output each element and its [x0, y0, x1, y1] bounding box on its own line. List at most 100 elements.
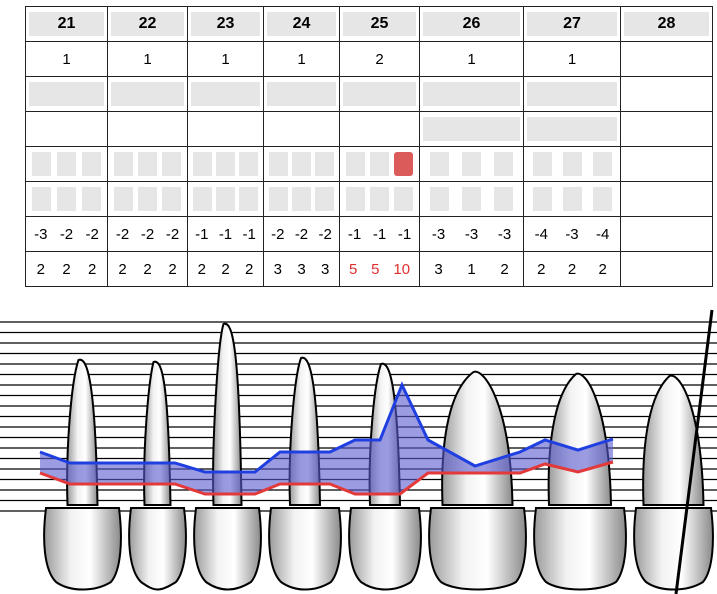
cell-bar1-21[interactable] — [25, 76, 108, 112]
probing-depth-value[interactable]: 2 — [62, 260, 71, 278]
cell-bar1-26[interactable] — [419, 76, 524, 112]
bleeding-site[interactable] — [82, 152, 101, 176]
cell-bleeding-21[interactable] — [25, 146, 108, 182]
gingival-margin-value[interactable]: -2 — [271, 225, 285, 243]
probing-depth-value[interactable]: 3 — [434, 260, 443, 278]
gingival-margin-value[interactable]: -1 — [242, 225, 256, 243]
gingival-margin-value[interactable]: -1 — [218, 225, 233, 243]
plaque-site[interactable] — [269, 187, 288, 211]
plaque-site[interactable] — [315, 187, 334, 211]
cell-pocket-21[interactable]: -3 -2 -2 — [25, 216, 108, 252]
cell-plaque-28[interactable] — [620, 181, 713, 217]
bleeding-site[interactable] — [429, 152, 449, 176]
cell-bar2-27[interactable] — [523, 111, 621, 147]
cell-pocket-25[interactable]: -1 -1 -1 — [339, 216, 420, 252]
mobility-field[interactable] — [527, 82, 617, 106]
cell-bleeding-24[interactable] — [263, 146, 340, 182]
bleeding-site[interactable] — [532, 152, 552, 176]
cell-implant-22[interactable]: 1 — [107, 41, 188, 77]
cell-implant-24[interactable]: 1 — [263, 41, 340, 77]
plaque-site[interactable] — [369, 187, 389, 211]
cell-bar2-28[interactable] — [620, 111, 713, 147]
cell-pocket-27[interactable]: -4 -3 -4 — [523, 216, 621, 252]
cell-cal-28[interactable] — [620, 251, 713, 287]
cell-bar2-26[interactable] — [419, 111, 524, 147]
plaque-site[interactable] — [345, 187, 365, 211]
probing-depth-value[interactable]: 3 — [320, 260, 330, 278]
probing-depth-value[interactable]: 2 — [143, 260, 152, 278]
bleeding-site[interactable] — [592, 152, 612, 176]
cell-cal-26[interactable]: 3 1 2 — [419, 251, 524, 287]
cell-implant-25[interactable]: 2 — [339, 41, 420, 77]
plaque-site[interactable] — [461, 187, 481, 211]
gingival-margin-value[interactable]: -4 — [534, 225, 548, 243]
plaque-site[interactable] — [162, 187, 182, 211]
bleeding-site[interactable] — [461, 152, 481, 176]
cell-bleeding-23[interactable] — [187, 146, 264, 182]
bleeding-site[interactable] — [216, 152, 235, 176]
cell-bar2-23[interactable] — [187, 111, 264, 147]
mobility-field[interactable] — [343, 82, 416, 106]
cell-implant-27[interactable]: 1 — [523, 41, 621, 77]
bleeding-site[interactable] — [57, 152, 76, 176]
gingival-margin-value[interactable]: -3 — [565, 225, 579, 243]
cell-bar2-21[interactable] — [25, 111, 108, 147]
gingival-margin-value[interactable]: -2 — [165, 225, 180, 243]
gingival-margin-value[interactable]: -2 — [294, 225, 309, 243]
gingival-margin-value[interactable]: -3 — [497, 225, 512, 243]
cell-plaque-21[interactable] — [25, 181, 108, 217]
bleeding-site[interactable] — [193, 152, 212, 176]
cell-cal-27[interactable]: 2 2 2 — [523, 251, 621, 287]
mobility-field[interactable] — [29, 82, 104, 106]
gingival-margin-value[interactable]: -3 — [464, 225, 479, 243]
cell-pocket-23[interactable]: -1 -1 -1 — [187, 216, 264, 252]
probing-depth-value[interactable]: 2 — [537, 260, 546, 278]
bleeding-site-marked[interactable] — [394, 152, 414, 176]
probing-depth-value[interactable]: 5 — [348, 260, 358, 278]
gingival-margin-value[interactable]: -1 — [347, 225, 362, 243]
cell-bleeding-25[interactable] — [339, 146, 420, 182]
cell-plaque-24[interactable] — [263, 181, 340, 217]
bleeding-site[interactable] — [113, 152, 133, 176]
cell-bleeding-28[interactable] — [620, 146, 713, 182]
cell-bleeding-26[interactable] — [419, 146, 524, 182]
cell-plaque-22[interactable] — [107, 181, 188, 217]
cell-implant-21[interactable]: 1 — [25, 41, 108, 77]
cell-bleeding-22[interactable] — [107, 146, 188, 182]
gingival-margin-value[interactable]: -3 — [34, 225, 48, 243]
cell-plaque-23[interactable] — [187, 181, 264, 217]
gingival-margin-value[interactable]: -2 — [318, 225, 332, 243]
cell-bar2-22[interactable] — [107, 111, 188, 147]
cell-implant-28[interactable] — [620, 41, 713, 77]
plaque-site[interactable] — [562, 187, 582, 211]
plaque-site[interactable] — [494, 187, 514, 211]
plaque-site[interactable] — [32, 187, 51, 211]
bleeding-site[interactable] — [292, 152, 311, 176]
gingival-margin-value[interactable]: -2 — [115, 225, 130, 243]
plaque-site[interactable] — [113, 187, 133, 211]
gingival-margin-value[interactable]: -2 — [85, 225, 99, 243]
probing-depth-value[interactable]: 2 — [221, 260, 230, 278]
cell-bar1-28[interactable] — [620, 76, 713, 112]
bleeding-site[interactable] — [369, 152, 389, 176]
bleeding-site[interactable] — [315, 152, 334, 176]
gingival-margin-value[interactable]: -1 — [372, 225, 387, 243]
furcation-field[interactable] — [527, 117, 617, 141]
gingival-margin-value[interactable]: -1 — [397, 225, 412, 243]
gingival-margin-value[interactable]: -2 — [59, 225, 74, 243]
mobility-field[interactable] — [191, 82, 260, 106]
probing-depth-value[interactable]: 2 — [598, 260, 607, 278]
gingival-margin-value[interactable]: -2 — [140, 225, 155, 243]
cell-bar1-25[interactable] — [339, 76, 420, 112]
probing-depth-value[interactable]: 2 — [87, 260, 97, 278]
bleeding-site[interactable] — [137, 152, 157, 176]
bleeding-site[interactable] — [239, 152, 258, 176]
mobility-field[interactable] — [111, 82, 184, 106]
probing-depth-value[interactable]: 2 — [500, 260, 509, 278]
plaque-site[interactable] — [82, 187, 101, 211]
plaque-site[interactable] — [532, 187, 552, 211]
